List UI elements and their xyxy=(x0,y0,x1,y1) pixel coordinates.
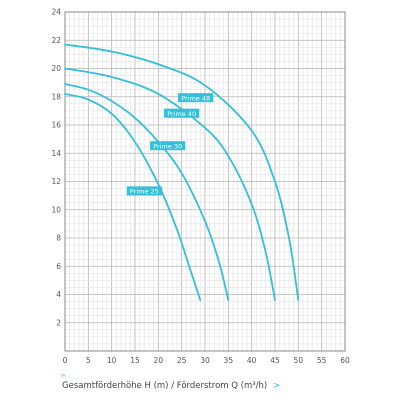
y-tick-label: 20 xyxy=(51,64,61,73)
y-tick-label: 10 xyxy=(51,205,61,214)
series-line xyxy=(64,67,276,302)
y-tick-label: 12 xyxy=(51,177,61,186)
series-label-box xyxy=(126,186,162,196)
y-tick-label: 2 xyxy=(56,318,61,327)
y-tick-label: 6 xyxy=(56,262,61,271)
y-tick-label: 18 xyxy=(51,92,61,101)
chevron-right-icon[interactable]: > xyxy=(272,381,281,391)
y-tick-label: 4 xyxy=(56,290,61,299)
series-label: Prime 30 xyxy=(153,142,182,150)
series-line xyxy=(64,93,202,302)
series-label-box xyxy=(164,108,200,118)
x-tick-label: 55 xyxy=(317,356,327,365)
series-label: Prime 25 xyxy=(130,188,159,196)
y-tick-label: 24 xyxy=(51,8,61,17)
series-label: Prime 40 xyxy=(167,110,196,118)
x-tick-label: 0 xyxy=(63,356,68,365)
x-tick-label: 45 xyxy=(270,356,280,365)
x-tick-label: 35 xyxy=(224,356,234,365)
chevron-up-icon[interactable]: ^ xyxy=(60,373,67,382)
y-tick-label: 16 xyxy=(51,121,61,130)
series-label-box xyxy=(150,141,186,151)
series-line xyxy=(64,43,300,302)
x-tick-label: 50 xyxy=(294,356,304,365)
x-tick-label: 20 xyxy=(154,356,164,365)
y-tick-label: 22 xyxy=(51,36,61,45)
plot-frame xyxy=(64,11,346,352)
y-tick-label: 14 xyxy=(51,149,61,158)
x-axis-caption: Gesamtförderhöhe H (m) / Förderstrom Q (… xyxy=(62,381,280,391)
x-axis-label: Gesamtförderhöhe H (m) / Förderstrom Q (… xyxy=(62,381,268,391)
x-tick-label: 5 xyxy=(86,356,91,365)
x-tick-label: 60 xyxy=(340,356,350,365)
x-tick-label: 10 xyxy=(107,356,117,365)
x-tick-label: 15 xyxy=(130,356,140,365)
series-label-box xyxy=(178,93,214,103)
x-tick-label: 25 xyxy=(177,356,187,365)
series-label: Prime 48 xyxy=(181,94,210,102)
y-tick-label: 8 xyxy=(56,234,61,243)
x-tick-label: 40 xyxy=(247,356,257,365)
x-tick-label: 30 xyxy=(200,356,210,365)
